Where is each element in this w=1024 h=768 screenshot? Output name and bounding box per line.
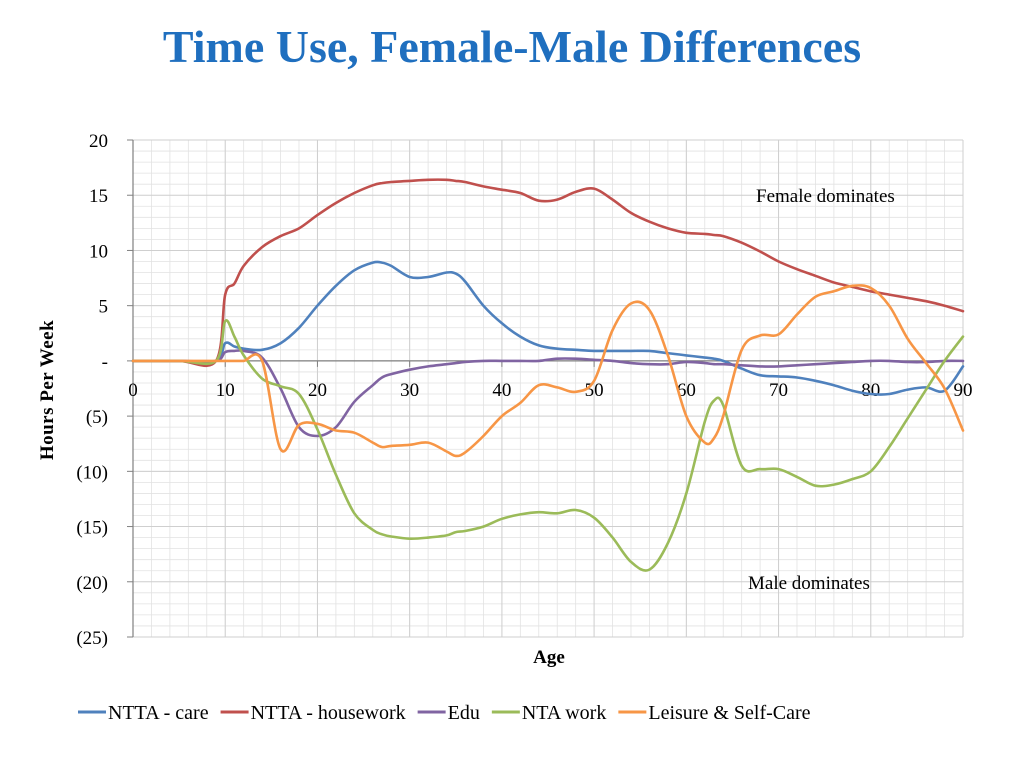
series-line-leisure-self-care — [131, 284, 965, 458]
legend-label-edu: Edu — [448, 702, 480, 724]
x-tick-label: 40 — [492, 380, 511, 401]
minor-gridlines — [132, 139, 964, 638]
series-line-nta-work — [131, 319, 965, 572]
y-tick-label: 10 — [89, 241, 108, 262]
y-tick-label: 15 — [89, 186, 108, 207]
chart-legend: NTTA - care NTTA - housework Edu NTA work Le… — [78, 702, 811, 724]
legend-label-nta-work: NTA work — [522, 702, 607, 724]
series-line-edu — [131, 349, 965, 438]
x-tick-labels: 0 10 20 30 40 50 60 70 80 90 — [128, 380, 972, 401]
y-tick-label: 5 — [99, 297, 109, 318]
x-tick-label: 90 — [954, 380, 973, 401]
y-tick-label: - — [102, 352, 108, 373]
series-line-ntta-care — [131, 260, 965, 396]
chart-title: Time Use, Female-Male Differences — [162, 21, 862, 72]
x-tick-label: 80 — [861, 380, 880, 401]
x-axis-label: Age — [533, 647, 565, 668]
series-lines — [131, 178, 965, 572]
y-tick-labels: 20 15 10 5 - (5) (10) (15) (20) (25) — [76, 131, 108, 649]
y-tick-label: (20) — [76, 573, 108, 594]
major-gridlines — [132, 139, 964, 638]
legend-label-leisure-self-care: Leisure & Self-Care — [648, 702, 810, 724]
legend-label-ntta-care: NTTA - care — [108, 702, 209, 724]
x-tick-label: 70 — [769, 380, 788, 401]
y-tick-label: (25) — [76, 628, 108, 649]
legend-label-ntta-housework: NTTA - housework — [251, 702, 406, 724]
y-axis-label: Hours Per Week — [37, 320, 58, 460]
y-tick-label: 20 — [89, 131, 108, 152]
y-tick-label: (10) — [76, 462, 108, 483]
x-tick-label: 20 — [308, 380, 327, 401]
y-tick-label: (5) — [86, 407, 108, 428]
x-tick-label: 10 — [216, 380, 235, 401]
annotation-male-dominates: Male dominates — [748, 573, 870, 594]
series-line-ntta-housework — [131, 178, 965, 368]
y-tick-label: (15) — [76, 518, 108, 539]
chart-axes — [127, 139, 964, 638]
x-tick-label: 60 — [677, 380, 696, 401]
x-tick-label: 30 — [400, 380, 419, 401]
x-tick-label: 0 — [128, 380, 138, 401]
annotation-female-dominates: Female dominates — [756, 186, 895, 207]
